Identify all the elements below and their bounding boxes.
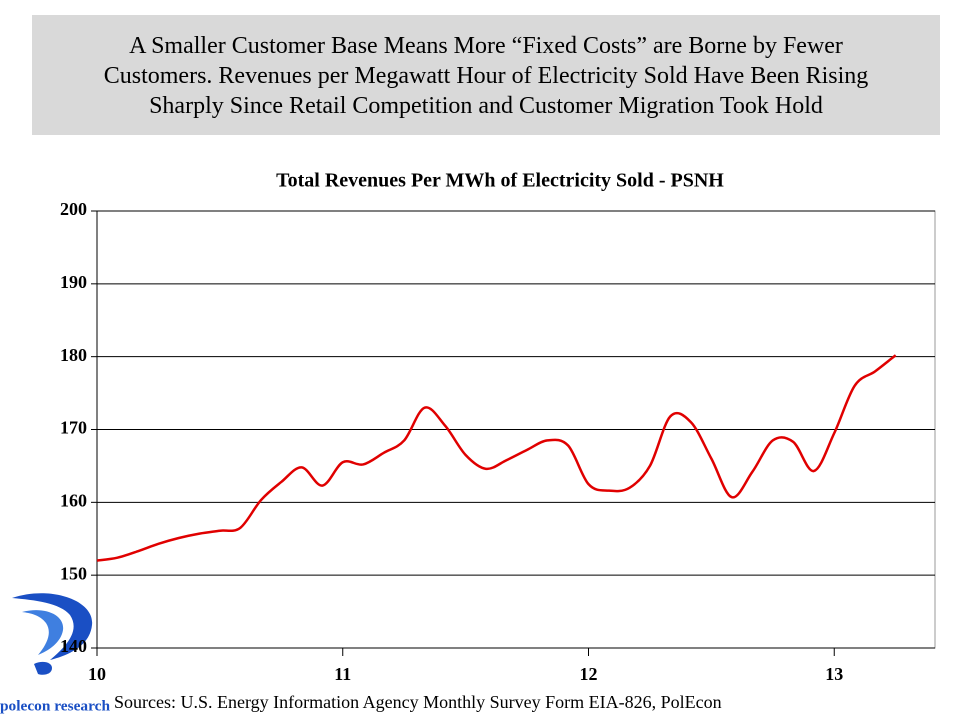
y-tick-label: 170 — [60, 418, 87, 438]
y-tick-label: 160 — [60, 490, 87, 510]
header-box: A Smaller Customer Base Means More “Fixe… — [32, 15, 940, 135]
y-tick-label: 190 — [60, 272, 87, 292]
x-tick-label: 11 — [334, 664, 351, 684]
logo-swirl — [12, 593, 93, 660]
logo-swirl — [22, 610, 64, 655]
chart-title: Total Revenues Per MWh of Electricity So… — [276, 170, 724, 192]
header-line: Sharply Since Retail Competition and Cus… — [149, 93, 823, 119]
x-tick-label: 13 — [825, 664, 843, 684]
data-line — [96, 354, 897, 562]
x-tick-label: 12 — [579, 664, 597, 684]
y-tick-label: 200 — [60, 199, 87, 219]
header-line: Customers. Revenues per Megawatt Hour of… — [103, 63, 869, 89]
logo — [12, 593, 93, 675]
y-tick-label: 180 — [60, 345, 87, 365]
x-tick-label: 10 — [88, 664, 106, 684]
y-tick-label: 150 — [60, 563, 87, 583]
header-line: A Smaller Customer Base Means More “Fixe… — [129, 33, 843, 59]
logo-text: polecon research — [0, 698, 111, 714]
y-tick-label: 140 — [60, 636, 87, 656]
logo-swirl — [34, 661, 52, 675]
source-note: Sources: U.S. Energy Information Agency … — [114, 692, 722, 712]
